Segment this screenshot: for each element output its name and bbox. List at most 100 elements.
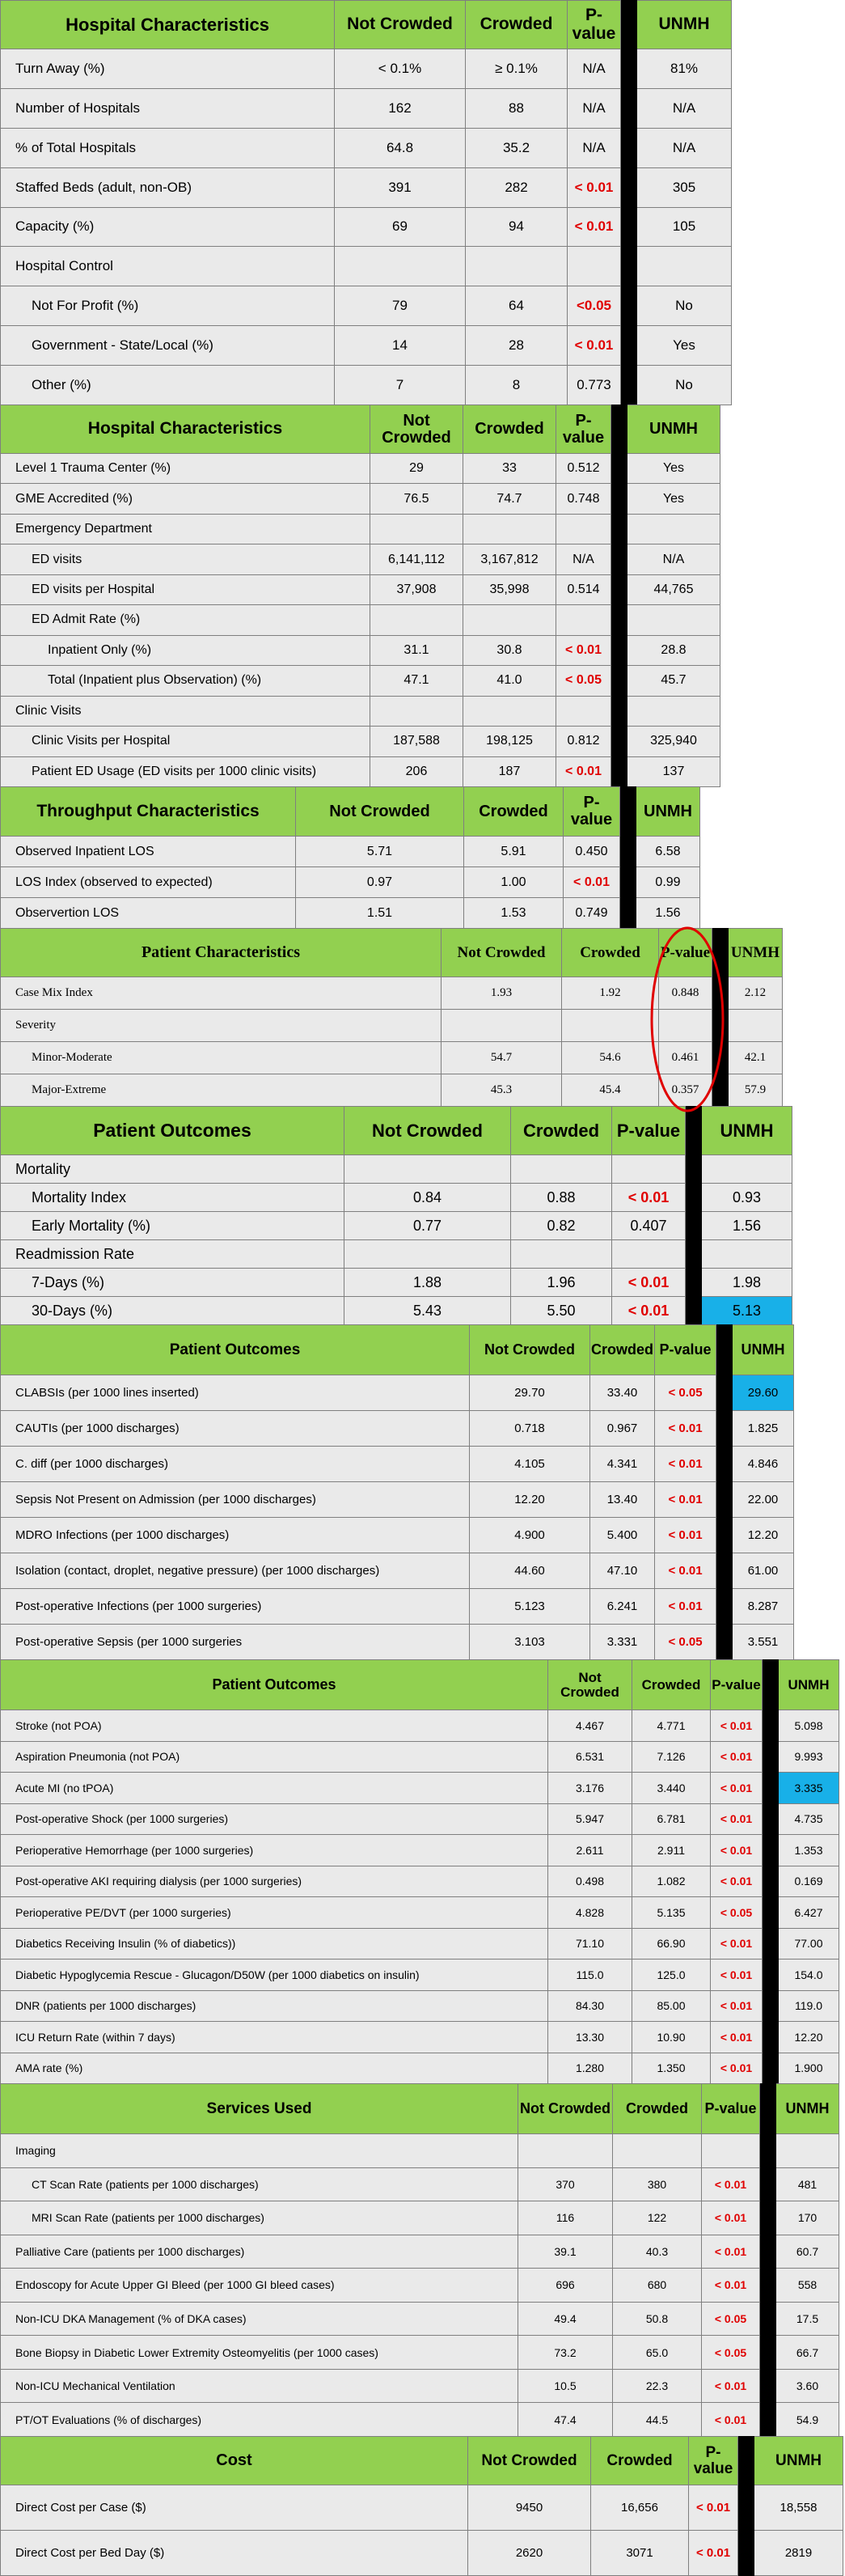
value-not-crowded xyxy=(370,695,463,727)
value-unmh xyxy=(775,2133,839,2168)
header-crowded: Crowded xyxy=(612,2083,702,2134)
value-p: 0.514 xyxy=(556,574,611,606)
value-unmh xyxy=(728,1009,783,1042)
table-row: Observed Inpatient LOS 5.71 5.91 0.450 6.58 xyxy=(0,836,700,867)
header-title: Services Used xyxy=(0,2083,518,2134)
row-label: Mortality xyxy=(0,1155,344,1184)
value-not-crowded xyxy=(344,1155,511,1184)
table-row: Endoscopy for Acute Upper GI Bleed (per … xyxy=(0,2268,839,2303)
table-row: Post-operative Shock (per 1000 surgeries… xyxy=(0,1803,839,1835)
value-crowded: 30.8 xyxy=(463,634,556,667)
value-p: N/A xyxy=(556,544,611,575)
data-table: Cost Not Crowded Crowded P-value UNMH Direct … xyxy=(0,2436,843,2576)
value-p xyxy=(611,1155,686,1184)
value-crowded: 33.40 xyxy=(589,1375,655,1411)
value-p: < 0.01 xyxy=(654,1553,716,1589)
row-label: Major-Extreme xyxy=(0,1074,442,1107)
header-divider xyxy=(611,405,627,454)
value-p: 0.812 xyxy=(556,726,611,757)
row-label: Staffed Beds (adult, non-OB) xyxy=(0,167,335,208)
value-not-crowded: 47.1 xyxy=(370,665,463,697)
value-p: < 0.01 xyxy=(710,1710,763,1742)
black-divider-bar xyxy=(716,1410,733,1447)
header-unmh: UNMH xyxy=(754,2436,843,2485)
table-row: Non-ICU DKA Management (% of DKA cases) 4… xyxy=(0,2301,839,2337)
row-label: ICU Return Rate (within 7 days) xyxy=(0,2021,548,2053)
black-divider-bar xyxy=(762,1896,779,1929)
value-crowded: 85.00 xyxy=(632,1989,711,2022)
black-divider-bar xyxy=(611,483,627,515)
value-crowded xyxy=(463,604,556,636)
header-crowded: Crowded xyxy=(589,1324,655,1375)
value-not-crowded: 4.105 xyxy=(469,1446,590,1482)
black-divider-bar xyxy=(759,2335,776,2370)
black-divider-bar xyxy=(716,1375,733,1411)
table-row: 30-Days (%) 5.43 5.50 < 0.01 5.13 xyxy=(0,1296,792,1325)
header-title: Throughput Characteristics xyxy=(0,786,296,837)
value-p: < 0.01 xyxy=(563,866,620,898)
value-p: < 0.01 xyxy=(710,1772,763,1804)
black-divider-bar xyxy=(619,836,636,867)
header-unmh: UNMH xyxy=(627,405,720,454)
table-row: CT Scan Rate (patients per 1000 discharg… xyxy=(0,2167,839,2202)
value-p xyxy=(556,695,611,727)
table-row: 7-Days (%) 1.88 1.96 < 0.01 1.98 xyxy=(0,1268,792,1297)
table-row: Non-ICU Mechanical Ventilation 10.5 22.3 < … xyxy=(0,2368,839,2404)
value-p: < 0.01 xyxy=(710,1740,763,1773)
table-row: Major-Extreme 45.3 45.4 0.357 57.9 xyxy=(0,1074,783,1107)
row-label: Palliative Care (patients per 1000 disch… xyxy=(0,2234,518,2269)
value-unmh: 1.900 xyxy=(778,2052,839,2084)
value-p: < 0.05 xyxy=(654,1624,716,1660)
value-not-crowded xyxy=(334,246,466,287)
header-unmh: UNMH xyxy=(636,786,700,837)
value-not-crowded: 5.947 xyxy=(547,1803,632,1835)
value-crowded xyxy=(510,1155,612,1184)
value-p: < 0.01 xyxy=(710,2021,763,2053)
value-crowded: 1.082 xyxy=(632,1865,711,1897)
table-row: MRI Scan Rate (patients per 1000 dischar… xyxy=(0,2201,839,2235)
header-p-value: P-value xyxy=(654,1324,716,1375)
value-crowded xyxy=(463,513,556,545)
section-throughput-characteristics: Throughput Characteristics Not Crowded Cro… xyxy=(0,786,700,929)
table-header-row: Patient Outcomes Not Crowded Crowded P-valu… xyxy=(0,1106,792,1155)
value-not-crowded: 29 xyxy=(370,452,463,485)
header-p-value: P-value xyxy=(611,1106,686,1155)
value-crowded: 35,998 xyxy=(463,574,556,606)
row-label: LOS Index (observed to expected) xyxy=(0,866,296,898)
value-unmh: 61.00 xyxy=(732,1553,794,1589)
value-unmh: 77.00 xyxy=(778,1927,839,1960)
row-label: Readmission Rate xyxy=(0,1239,344,1269)
black-divider-bar xyxy=(762,1772,779,1804)
header-p-value: P-value xyxy=(567,0,621,49)
table-row: GME Accredited (%) 76.5 74.7 0.748 Yes xyxy=(0,483,720,515)
value-crowded: 1.350 xyxy=(632,2052,711,2084)
value-not-crowded: 71.10 xyxy=(547,1927,632,1960)
row-label: Bone Biopsy in Diabetic Lower Extremity … xyxy=(0,2335,518,2370)
value-unmh: 54.9 xyxy=(775,2402,839,2437)
value-crowded: 54.6 xyxy=(561,1041,659,1074)
value-unmh: 119.0 xyxy=(778,1989,839,2022)
black-divider-bar xyxy=(716,1446,733,1482)
value-crowded: 1.53 xyxy=(463,897,564,929)
value-p xyxy=(658,1009,712,1042)
value-not-crowded xyxy=(518,2133,613,2168)
table-header-row: Throughput Characteristics Not Crowded Cro… xyxy=(0,786,700,837)
row-label: Not For Profit (%) xyxy=(0,286,335,327)
value-unmh: 2.12 xyxy=(728,977,783,1010)
value-p: N/A xyxy=(567,127,621,168)
table-row: Post-operative AKI requiring dialysis (p… xyxy=(0,1865,839,1897)
value-p: 0.407 xyxy=(611,1211,686,1240)
value-not-crowded: 6,141,112 xyxy=(370,544,463,575)
value-unmh: 1.56 xyxy=(701,1211,792,1240)
row-label: ED Admit Rate (%) xyxy=(0,604,370,636)
value-not-crowded: 9450 xyxy=(467,2485,591,2531)
black-divider-bar xyxy=(611,665,627,697)
value-unmh: 3.60 xyxy=(775,2368,839,2404)
value-not-crowded: 45.3 xyxy=(441,1074,562,1107)
row-label: Turn Away (%) xyxy=(0,49,335,89)
value-p: < 0.01 xyxy=(710,1865,763,1897)
header-crowded: Crowded xyxy=(561,928,659,977)
table-row: Not For Profit (%) 79 64 <0.05 No xyxy=(0,286,732,327)
value-p: 0.461 xyxy=(658,1041,712,1074)
value-not-crowded: 7 xyxy=(334,365,466,405)
